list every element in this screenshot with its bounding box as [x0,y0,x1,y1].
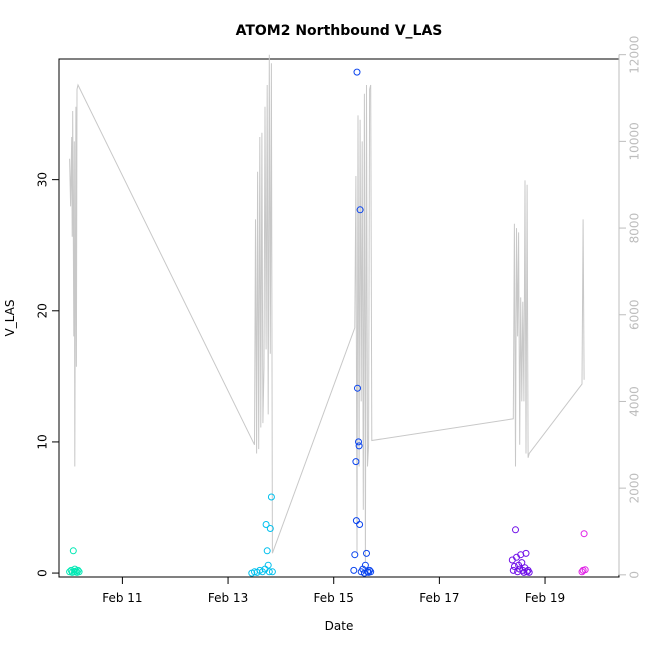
data-point-series-1 [263,547,271,555]
data-point-series-2 [353,68,361,76]
y2-tick-label: 0 [628,571,642,579]
line-series-layer [69,54,585,562]
data-point-series-2 [366,566,374,574]
y2-tick-label: 10000 [628,122,642,160]
data-point-series-3 [509,566,517,574]
y-axis-label: V_LAS [3,300,17,337]
x-axis-label: Date [325,619,354,633]
data-point-series-1 [262,521,270,528]
data-point-series-2 [355,438,362,446]
data-point-series-0 [74,566,82,574]
data-point-series-0 [69,547,77,555]
y2-tick-label: 4000 [628,386,642,417]
x-tick-label: Feb 17 [419,591,459,605]
data-point-series-1 [267,493,275,501]
scatter-points-layer [66,68,589,577]
data-point-series-2 [355,442,363,450]
x-tick-label: Feb 19 [525,591,565,605]
data-point-series-4 [581,566,589,574]
v-las-line-series [69,54,585,562]
y-tick-label: 0 [36,569,50,577]
chart-title: ATOM2 Northbound V_LAS [236,23,443,39]
y2-tick-label: 2000 [628,473,642,504]
data-point-series-3 [512,526,519,534]
data-point-series-1 [266,525,274,532]
y-tick-label: 10 [36,434,50,449]
y-tick-label: 20 [36,303,50,318]
y2-axis: 0 2000 4000 6000 8000 10000 12000 [618,36,642,579]
data-point-series-0 [75,568,83,576]
data-point-series-1 [264,561,272,569]
y2-tick-label: 12000 [628,36,642,74]
x-tick-label: Feb 15 [314,591,354,605]
data-point-series-3 [520,568,528,576]
y2-tick-label: 8000 [628,213,642,244]
data-point-series-3 [518,559,526,567]
y-tick-label: 30 [36,172,50,187]
data-point-series-2 [351,551,359,559]
x-axis: Feb 11 Feb 13 Feb 15 Feb 17 Feb 19 [102,576,565,605]
plot-frame [58,58,620,578]
y2-tick-label: 6000 [628,299,642,330]
data-point-series-1 [265,568,273,576]
data-point-series-1 [268,568,276,576]
data-point-series-2 [361,561,369,569]
data-point-series-2 [354,384,361,392]
y-axis: 0 10 20 30 [36,172,60,577]
x-tick-label: Feb 13 [208,591,248,605]
data-point-series-2 [356,521,364,528]
data-point-series-4 [580,530,588,538]
data-point-series-2 [350,566,358,574]
data-point-series-2 [363,549,370,557]
data-point-series-2 [352,458,360,466]
data-point-series-2 [367,568,375,576]
data-point-series-2 [356,206,364,214]
data-point-series-3 [525,568,533,576]
data-point-series-3 [522,549,530,557]
x-tick-label: Feb 11 [102,591,142,605]
